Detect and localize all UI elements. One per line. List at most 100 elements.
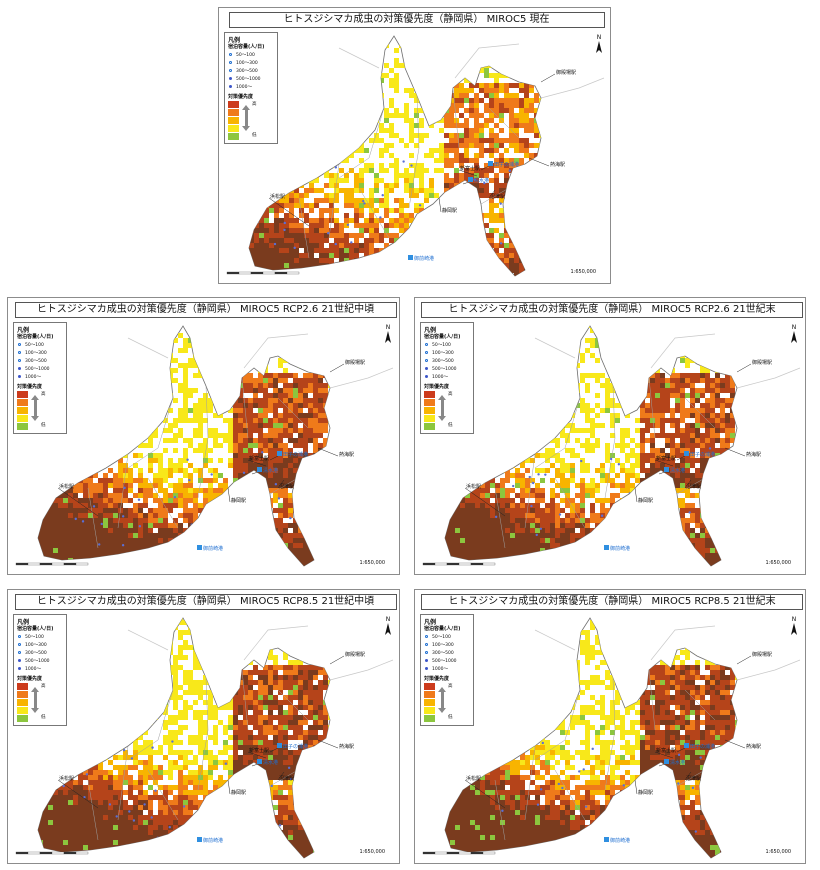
accommodation-point xyxy=(74,517,77,521)
accommodation-point xyxy=(651,822,654,825)
accommodation-point xyxy=(287,766,291,770)
accommodation-point xyxy=(481,748,484,751)
accommodation-point xyxy=(476,248,480,252)
accommodation-point xyxy=(661,773,664,776)
accommodation-point xyxy=(346,223,350,226)
place-label-shizuoka: 静岡駅 xyxy=(231,789,246,796)
accommodation-point xyxy=(669,523,673,526)
accommodation-point xyxy=(512,484,515,488)
map-legend: 凡例 宿泊容量(人/日) 50～100 100～300 300～500 500～1000 1… xyxy=(224,32,278,144)
capacity-item-label: 100～300 xyxy=(236,61,258,66)
capacity-dot-icon xyxy=(229,85,232,88)
legend-title: 凡例 xyxy=(17,619,30,626)
accommodation-point xyxy=(210,473,213,476)
capacity-dot-icon xyxy=(425,651,428,654)
place-label-shizuoka: 静岡駅 xyxy=(442,207,457,214)
legend-low-label: 低 xyxy=(41,423,46,428)
north-arrow-icon: N xyxy=(789,324,799,345)
accommodation-point xyxy=(98,543,101,546)
accommodation-point xyxy=(473,178,476,181)
accommodation-point xyxy=(522,749,526,752)
priority-swatch xyxy=(424,399,435,406)
port-icon xyxy=(488,161,493,166)
panel-title: ヒトスジシマカ成虫の対策優先度（静岡県） MIROC5 RCP2.6 21世紀中… xyxy=(14,302,397,318)
capacity-dot-icon xyxy=(425,635,428,638)
priority-swatch xyxy=(17,407,28,414)
scale-bar xyxy=(422,562,496,566)
place-label-gotemba: 御殿場駅 xyxy=(345,359,365,366)
legend-capacity-title: 宿泊容量(人/日) xyxy=(228,44,265,50)
map-legend: 凡例 宿泊容量(人/日) 50～100 100～300 300～500 500～1000 1… xyxy=(13,614,67,726)
place-label-shimizu: 清水港 xyxy=(263,467,278,474)
accommodation-point xyxy=(628,527,632,530)
capacity-item-label: 50～100 xyxy=(432,635,451,640)
place-label-omaezaki: 御前崎港 xyxy=(203,837,223,844)
capacity-item-label: 300～500 xyxy=(25,651,47,656)
port-icon xyxy=(604,837,609,842)
priority-swatch xyxy=(424,423,435,430)
priority-swatch xyxy=(17,699,28,706)
port-icon xyxy=(664,467,669,472)
accommodation-point xyxy=(257,787,260,791)
accommodation-point xyxy=(168,835,171,838)
accommodation-point xyxy=(188,478,191,482)
accommodation-point xyxy=(312,463,315,466)
accommodation-point xyxy=(460,770,463,774)
accommodation-point xyxy=(273,242,277,246)
legend-title: 凡例 xyxy=(17,327,30,334)
capacity-dot-icon xyxy=(18,359,21,362)
legend-capacity-title: 宿泊容量(人/日) xyxy=(424,334,461,340)
capacity-dot-icon xyxy=(229,61,232,64)
capacity-item-label: 1000～ xyxy=(236,85,252,90)
municipal-boundaries xyxy=(494,377,716,549)
accommodation-point xyxy=(220,522,223,526)
legend-priority-title: 対策優先度 xyxy=(17,384,43,390)
capacity-dot-icon xyxy=(229,53,232,56)
accommodation-point xyxy=(530,504,533,508)
legend-high-label: 高 xyxy=(41,392,46,397)
place-label-numazu: 沼津駅 xyxy=(279,483,294,490)
north-arrow-icon: N xyxy=(383,616,393,637)
accommodation-point xyxy=(539,788,543,791)
place-label-tagonoura: 田子の浦港 xyxy=(494,161,519,168)
accommodation-point xyxy=(677,782,680,785)
accommodation-point xyxy=(535,533,538,537)
capacity-dot-icon xyxy=(425,359,428,362)
legend-low-label: 低 xyxy=(448,423,453,428)
priority-swatch xyxy=(17,691,28,698)
place-label-gotemba: 御殿場駅 xyxy=(752,651,772,658)
accommodation-point xyxy=(410,164,413,167)
priority-swatch xyxy=(424,683,435,690)
scale-ratio: 1:650,000 xyxy=(570,269,596,275)
priority-swatch xyxy=(228,125,239,132)
accommodation-point xyxy=(121,544,125,547)
arrow-up-icon xyxy=(438,687,446,692)
accommodation-point xyxy=(402,160,405,163)
accommodation-point xyxy=(723,472,727,475)
place-label-atami: 熱海駅 xyxy=(339,743,354,750)
map-panel: ヒトスジシマカ成虫の対策優先度（静岡県） MIROC5 RCP2.6 21世紀末… xyxy=(414,297,806,575)
accommodation-point xyxy=(334,242,338,246)
accommodation-point xyxy=(584,805,588,808)
capacity-dot-icon xyxy=(425,367,428,370)
accommodation-point xyxy=(582,768,585,771)
accommodation-point xyxy=(557,782,561,786)
place-label-omaezaki: 御前崎港 xyxy=(203,545,223,552)
place-label-tagonoura: 田子の浦港 xyxy=(283,451,308,458)
port-icon xyxy=(664,759,669,764)
capacity-dot-icon xyxy=(18,643,21,646)
legend-priority-title: 対策優先度 xyxy=(228,94,254,100)
place-label-shimizu: 清水港 xyxy=(670,759,685,766)
accommodation-point xyxy=(224,762,228,765)
scale-bar xyxy=(226,271,300,275)
accommodation-point xyxy=(289,777,293,781)
capacity-item-label: 100～300 xyxy=(25,643,47,648)
capacity-item-label: 50～100 xyxy=(432,343,451,348)
place-label-numazu: 沼津駅 xyxy=(686,775,701,782)
accommodation-point xyxy=(62,784,65,788)
accommodation-point xyxy=(528,475,531,479)
port-icon xyxy=(684,451,689,456)
